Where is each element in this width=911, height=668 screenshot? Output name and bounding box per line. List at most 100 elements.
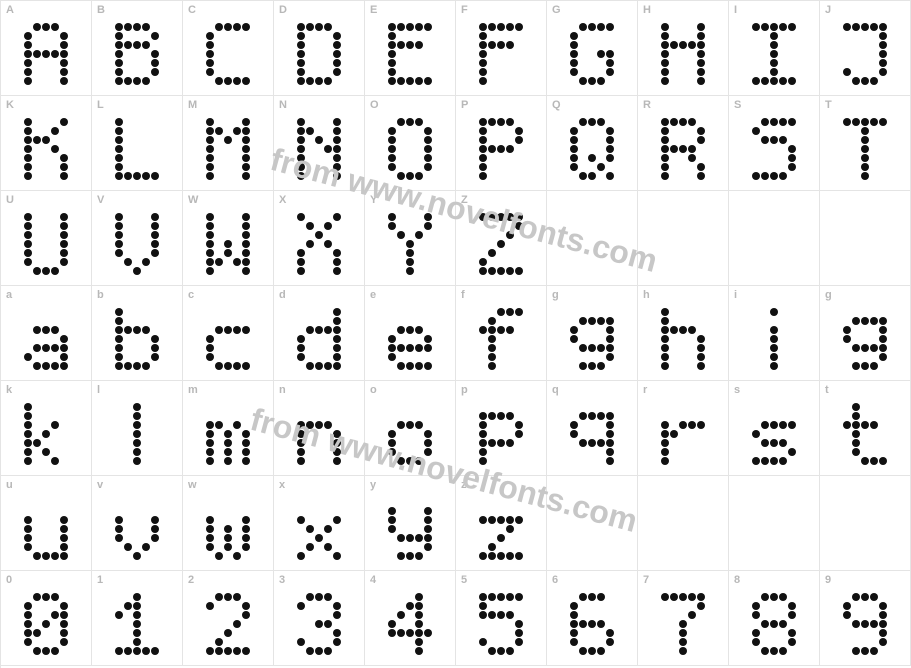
cell-label: N [279, 99, 287, 111]
char-cell-8[interactable]: 8 [729, 571, 820, 666]
char-cell-E[interactable]: E [365, 1, 456, 96]
char-cell-m[interactable]: m [183, 381, 274, 476]
char-cell-s[interactable]: s [729, 381, 820, 476]
empty-cell [729, 476, 820, 571]
glyph-V [115, 213, 159, 275]
cell-label: O [370, 99, 379, 111]
cell-label: G [552, 4, 561, 16]
char-cell-Z[interactable]: Z [456, 191, 547, 286]
glyph-M [206, 118, 250, 180]
char-cell-6[interactable]: 6 [547, 571, 638, 666]
glyph-v [115, 498, 159, 560]
char-cell-c[interactable]: c [183, 286, 274, 381]
cell-label: 2 [188, 574, 194, 586]
char-cell-d[interactable]: d [274, 286, 365, 381]
char-cell-n[interactable]: n [274, 381, 365, 476]
glyph-t [843, 403, 887, 465]
char-cell-H[interactable]: H [638, 1, 729, 96]
char-cell-G[interactable]: G [547, 1, 638, 96]
char-cell-A[interactable]: A [1, 1, 92, 96]
empty-cell [547, 476, 638, 571]
cell-label: 4 [370, 574, 376, 586]
char-cell-o[interactable]: o [365, 381, 456, 476]
char-cell-i[interactable]: i [729, 286, 820, 381]
char-cell-g[interactable]: g [547, 286, 638, 381]
char-cell-L[interactable]: L [92, 96, 183, 191]
empty-cell [638, 476, 729, 571]
glyph-o [388, 403, 432, 465]
cell-label: c [188, 289, 194, 301]
char-cell-w[interactable]: w [183, 476, 274, 571]
char-cell-O[interactable]: O [365, 96, 456, 191]
char-cell-t[interactable]: t [820, 381, 911, 476]
char-cell-l[interactable]: l [92, 381, 183, 476]
cell-label: I [734, 4, 737, 16]
cell-label: d [279, 289, 286, 301]
cell-label: S [734, 99, 741, 111]
cell-label: o [370, 384, 377, 396]
char-cell-I[interactable]: I [729, 1, 820, 96]
cell-label: 7 [643, 574, 649, 586]
char-cell-x[interactable]: x [274, 476, 365, 571]
char-cell-Y[interactable]: Y [365, 191, 456, 286]
cell-label: T [825, 99, 832, 111]
char-cell-S[interactable]: S [729, 96, 820, 191]
char-cell-F[interactable]: F [456, 1, 547, 96]
char-cell-z[interactable]: z [456, 476, 547, 571]
char-cell-7[interactable]: 7 [638, 571, 729, 666]
char-cell-g[interactable]: g [820, 286, 911, 381]
char-cell-r[interactable]: r [638, 381, 729, 476]
char-cell-1[interactable]: 1 [92, 571, 183, 666]
glyph-O [388, 118, 432, 180]
char-cell-2[interactable]: 2 [183, 571, 274, 666]
cell-label: Z [461, 194, 468, 206]
glyph-e [388, 308, 432, 370]
glyph-3 [297, 593, 341, 655]
char-cell-f[interactable]: f [456, 286, 547, 381]
char-cell-C[interactable]: C [183, 1, 274, 96]
char-cell-9[interactable]: 9 [820, 571, 911, 666]
char-cell-u[interactable]: u [1, 476, 92, 571]
char-cell-e[interactable]: e [365, 286, 456, 381]
char-cell-R[interactable]: R [638, 96, 729, 191]
char-cell-b[interactable]: b [92, 286, 183, 381]
char-cell-P[interactable]: P [456, 96, 547, 191]
cell-label: V [97, 194, 104, 206]
char-cell-q[interactable]: q [547, 381, 638, 476]
char-cell-v[interactable]: v [92, 476, 183, 571]
char-cell-M[interactable]: M [183, 96, 274, 191]
char-cell-h[interactable]: h [638, 286, 729, 381]
char-cell-0[interactable]: 0 [1, 571, 92, 666]
char-cell-U[interactable]: U [1, 191, 92, 286]
char-cell-k[interactable]: k [1, 381, 92, 476]
char-cell-p[interactable]: p [456, 381, 547, 476]
cell-label: J [825, 4, 831, 16]
cell-label: 8 [734, 574, 740, 586]
glyph-q [570, 403, 614, 465]
glyph-i [752, 308, 796, 370]
char-cell-D[interactable]: D [274, 1, 365, 96]
char-cell-y[interactable]: y [365, 476, 456, 571]
char-cell-T[interactable]: T [820, 96, 911, 191]
glyph-Q [570, 118, 614, 180]
cell-label: h [643, 289, 650, 301]
char-cell-a[interactable]: a [1, 286, 92, 381]
char-cell-V[interactable]: V [92, 191, 183, 286]
cell-label: M [188, 99, 197, 111]
cell-label: E [370, 4, 377, 16]
cell-label: a [6, 289, 12, 301]
char-cell-5[interactable]: 5 [456, 571, 547, 666]
char-cell-K[interactable]: K [1, 96, 92, 191]
char-cell-W[interactable]: W [183, 191, 274, 286]
char-cell-Q[interactable]: Q [547, 96, 638, 191]
char-cell-N[interactable]: N [274, 96, 365, 191]
char-cell-X[interactable]: X [274, 191, 365, 286]
char-cell-3[interactable]: 3 [274, 571, 365, 666]
char-cell-4[interactable]: 4 [365, 571, 456, 666]
cell-label: f [461, 289, 465, 301]
empty-cell [547, 191, 638, 286]
char-cell-B[interactable]: B [92, 1, 183, 96]
char-cell-J[interactable]: J [820, 1, 911, 96]
glyph-n [297, 403, 341, 465]
glyph-E [388, 23, 432, 85]
